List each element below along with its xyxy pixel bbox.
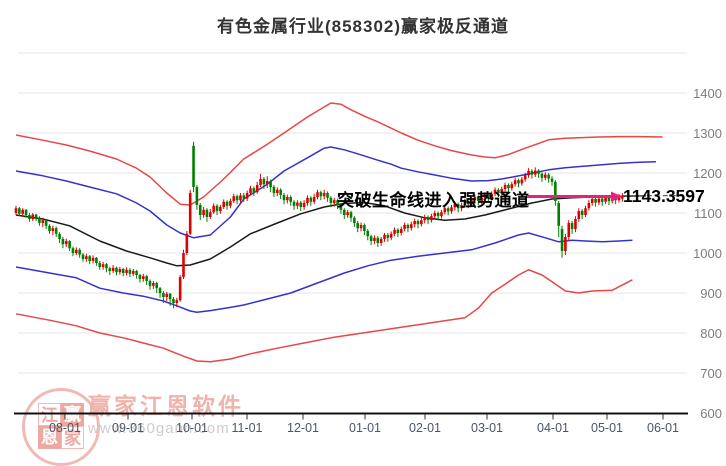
x-axis-tick-label: 09-01 [112, 421, 144, 435]
outer-rail-lower [15, 269, 633, 363]
watermark-url: www.360gann.com [88, 420, 230, 437]
latest-price-label: 1143.3597 [623, 186, 705, 206]
y-axis-tick-label: 1000 [693, 245, 722, 261]
x-axis-tick-label: 02-01 [409, 421, 441, 435]
chart-title: 有色金属行业(858302)赢家极反通道 [216, 17, 510, 36]
lifeline-lower [15, 232, 633, 313]
watermark-logo-char: 江 [38, 403, 61, 426]
outer-rail-upper [15, 102, 663, 206]
x-axis-tick-label: 10-01 [176, 421, 208, 435]
watermark-logo-char: 恩 [38, 426, 61, 449]
x-axis-tick-label: 06-01 [647, 421, 679, 435]
y-axis-tick-label: 1100 [694, 205, 722, 221]
x-axis-tick-label: 08-01 [49, 421, 81, 435]
x-axis-tick-label: 11-01 [231, 421, 263, 435]
watermark-brand-text: 赢家江恩软件 [88, 393, 244, 419]
y-axis-tick-label: 1200 [693, 165, 722, 181]
breakout-arrow-head [611, 191, 622, 202]
y-axis-tick-label: 600 [700, 405, 722, 421]
y-axis-tick-label: 1300 [693, 125, 722, 141]
x-axis-tick-label: 05-01 [591, 421, 623, 435]
x-axis-tick-label: 03-01 [471, 421, 503, 435]
x-axis-tick-label: 04-01 [537, 421, 569, 435]
watermark-logo-characters: 江 赢 恩 家 [38, 403, 84, 449]
y-axis-tick-label: 900 [700, 285, 722, 301]
watermark-logo-char: 家 [61, 426, 84, 449]
breakout-annotation: 突破生命线进入强势通道 [337, 191, 530, 210]
x-axis-tick-label: 01-01 [349, 421, 381, 435]
price-chart-canvas[interactable] [0, 0, 726, 450]
y-axis-tick-label: 700 [700, 365, 722, 381]
y-axis-tick-label: 800 [700, 325, 722, 341]
lifeline-upper [15, 146, 656, 239]
x-axis-tick-label: 12-01 [287, 421, 319, 435]
y-axis-tick-label: 1400 [693, 85, 722, 101]
